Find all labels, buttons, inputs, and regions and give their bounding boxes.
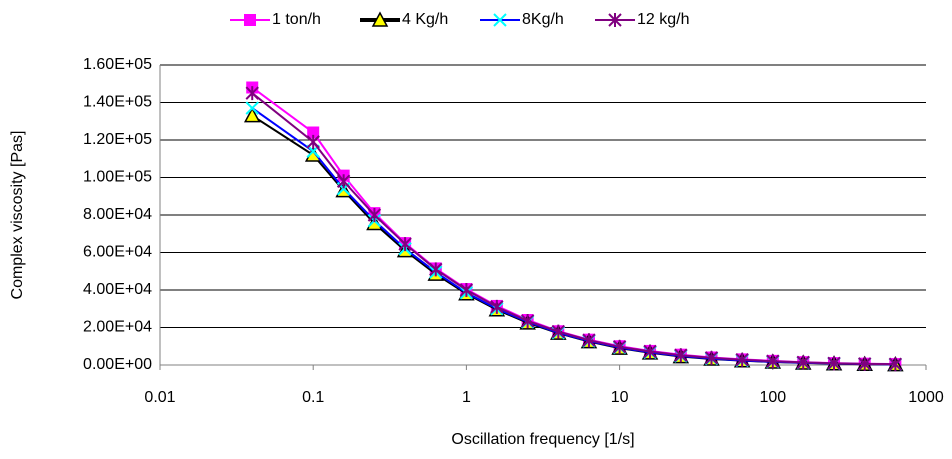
marker-part — [520, 313, 535, 328]
marker — [307, 126, 320, 139]
y-tick-label: 0.00E+00 — [83, 356, 152, 373]
marker-part — [551, 324, 566, 339]
y-tick-label: 8.00E+04 — [83, 206, 152, 223]
x-tick-label: 10 — [611, 389, 629, 406]
y-axis-title: Complex viscosity [Pas] — [9, 131, 26, 300]
marker-part — [336, 174, 351, 189]
marker — [612, 339, 627, 354]
x-tick-label: 0.01 — [144, 389, 175, 406]
y-tick-label: 4.00E+04 — [83, 281, 152, 298]
marker-part — [371, 11, 389, 27]
marker — [608, 13, 622, 27]
legend-label: 12 kg/h — [637, 11, 689, 28]
marker — [244, 14, 256, 26]
x-tick-label: 1 — [462, 389, 471, 406]
y-tick-label: 1.00E+05 — [83, 169, 152, 186]
marker-part — [827, 356, 841, 371]
marker — [857, 356, 872, 371]
y-tick-label: 1.20E+05 — [83, 131, 152, 148]
marker — [796, 355, 810, 370]
marker-part — [307, 126, 320, 139]
marker-part — [582, 333, 596, 348]
legend-label: 8Kg/h — [522, 11, 564, 28]
marker — [243, 107, 261, 123]
marker — [367, 208, 382, 222]
marker — [398, 237, 412, 252]
marker-part — [857, 356, 872, 371]
marker-part — [796, 355, 810, 370]
x-tick-label: 1000 — [908, 389, 944, 406]
marker-part — [888, 357, 903, 372]
marker-part — [608, 13, 622, 27]
marker — [245, 101, 259, 115]
marker-part — [245, 101, 259, 115]
marker-part — [398, 237, 412, 252]
marker — [371, 11, 389, 27]
y-tick-label: 1.40E+05 — [83, 94, 152, 111]
series-line — [251, 92, 896, 366]
series-line — [251, 107, 896, 366]
marker — [766, 354, 780, 369]
marker — [429, 262, 443, 277]
marker-part — [245, 86, 259, 101]
marker-part — [490, 299, 504, 314]
marker — [643, 344, 657, 359]
y-tick-label: 2.00E+04 — [83, 319, 152, 336]
x-axis-title: Oscillation frequency [1/s] — [451, 431, 634, 448]
marker-part — [704, 350, 719, 365]
marker — [493, 13, 507, 27]
marker-part — [367, 208, 382, 222]
marker — [827, 356, 841, 371]
marker-part — [459, 283, 474, 297]
marker — [888, 357, 903, 372]
y-tick-label: 6.00E+04 — [83, 244, 152, 261]
marker — [704, 350, 719, 365]
marker-part — [243, 107, 261, 123]
marker — [674, 348, 688, 363]
marker — [336, 174, 351, 189]
x-tick-label: 0.1 — [302, 389, 324, 406]
marker — [459, 283, 474, 297]
marker — [490, 299, 504, 314]
marker — [735, 352, 749, 367]
marker-part — [429, 262, 443, 277]
marker-part — [766, 354, 780, 369]
marker — [551, 324, 566, 339]
legend-label: 1 ton/h — [272, 11, 321, 28]
marker — [306, 134, 320, 149]
marker-part — [306, 134, 320, 149]
marker-part — [493, 13, 507, 27]
marker-part — [735, 352, 749, 367]
legend-label: 4 Kg/h — [402, 11, 448, 28]
marker-part — [643, 344, 657, 359]
marker-part — [674, 348, 688, 363]
marker-part — [612, 339, 627, 354]
y-tick-label: 1.60E+05 — [83, 56, 152, 73]
marker — [582, 333, 596, 348]
marker — [245, 86, 259, 101]
x-tick-label: 100 — [759, 389, 786, 406]
marker-part — [244, 14, 256, 26]
marker — [520, 313, 535, 328]
series-line — [251, 86, 896, 366]
